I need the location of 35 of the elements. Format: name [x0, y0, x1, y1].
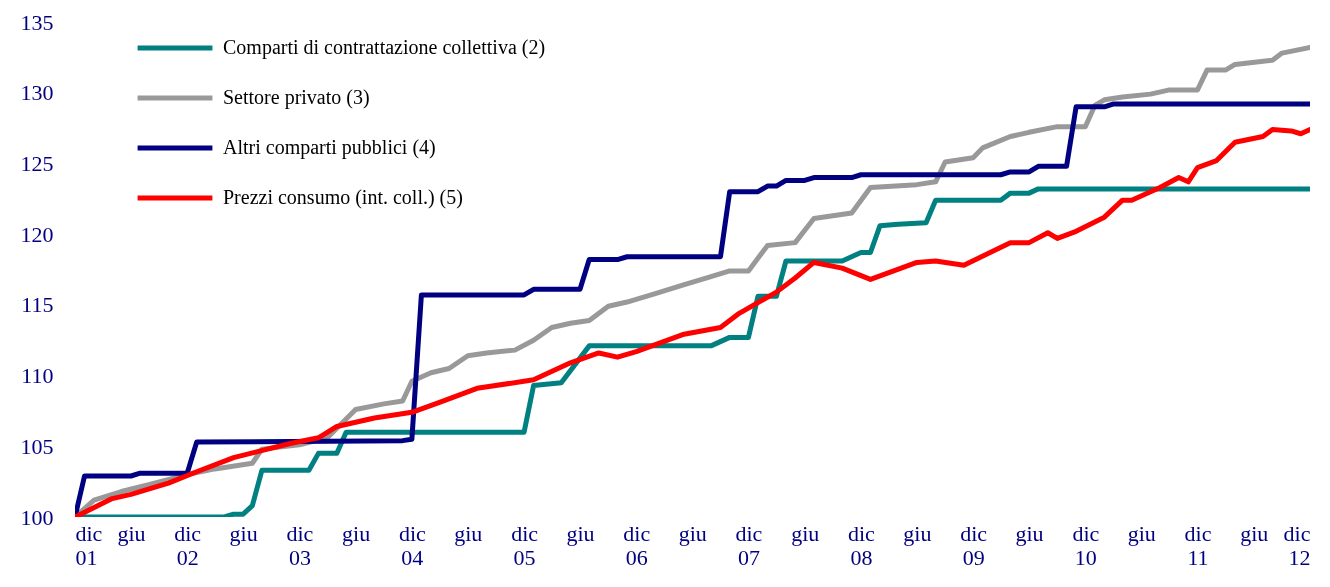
x-tick-label: dic 05	[511, 520, 539, 570]
x-tick-label: giu	[117, 520, 146, 546]
x-tick-label: dic 08	[847, 520, 876, 570]
x-tick-label: giu	[342, 520, 371, 546]
x-tick-label: dic 04	[398, 520, 427, 570]
x-tick-label: giu	[791, 520, 820, 546]
y-tick-label: 135	[20, 9, 54, 35]
legend-label: Settore privato (3)	[223, 86, 370, 109]
x-tick-label: giu	[454, 520, 483, 546]
x-tick-label: dic 06	[623, 520, 651, 570]
x-tick-label: giu	[1240, 520, 1269, 546]
legend-label: Altri comparti pubblici (4)	[223, 136, 436, 159]
y-tick-label: 100	[20, 504, 54, 530]
x-tick-label: dic 02	[174, 520, 202, 570]
x-tick-label: dic 07	[735, 520, 763, 570]
y-tick-label: 125	[20, 150, 54, 176]
y-tick-label: 110	[21, 363, 54, 389]
y-tick-label: 105	[20, 433, 54, 459]
x-tick-label: dic 12	[1283, 520, 1311, 570]
y-tick-label: 120	[20, 221, 54, 247]
legend-label: Comparti di contrattazione collettiva (2)	[223, 36, 546, 59]
x-tick-label: giu	[229, 520, 258, 546]
x-tick-label: dic 09	[960, 520, 988, 570]
y-tick-label: 115	[21, 292, 54, 318]
x-tick-label: giu	[566, 520, 595, 546]
x-tick-label: giu	[678, 520, 707, 546]
x-tick-label: dic 03	[286, 520, 314, 570]
x-tick-label: dic 10	[1072, 520, 1100, 570]
x-tick-label: dic 01	[75, 520, 103, 570]
y-tick-label: 130	[20, 80, 54, 106]
x-tick-label: giu	[1127, 520, 1156, 546]
x-tick-label: giu	[1015, 520, 1044, 546]
x-tick-label: giu	[903, 520, 932, 546]
x-tick-label: dic 11	[1184, 520, 1212, 570]
legend-label: Prezzi consumo (int. coll.) (5)	[223, 186, 463, 209]
